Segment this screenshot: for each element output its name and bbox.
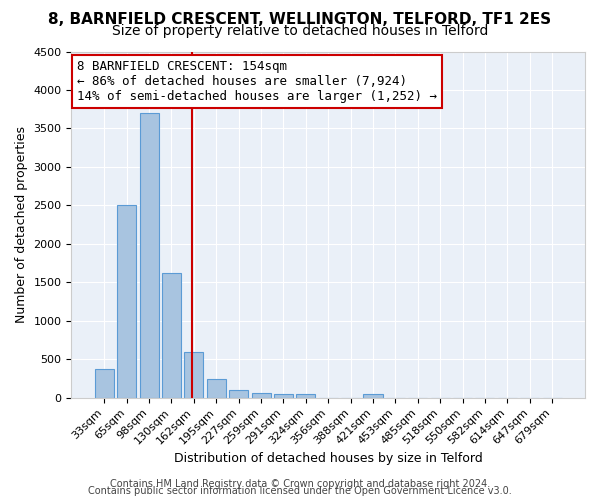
Text: 8 BARNFIELD CRESCENT: 154sqm
← 86% of detached houses are smaller (7,924)
14% of: 8 BARNFIELD CRESCENT: 154sqm ← 86% of de…	[77, 60, 437, 103]
Bar	[207, 380, 226, 398]
Y-axis label: Number of detached properties: Number of detached properties	[15, 126, 28, 323]
Bar	[296, 394, 316, 398]
Bar	[117, 206, 136, 398]
Text: Contains HM Land Registry data © Crown copyright and database right 2024.: Contains HM Land Registry data © Crown c…	[110, 479, 490, 489]
Bar	[251, 393, 271, 398]
Text: Size of property relative to detached houses in Telford: Size of property relative to detached ho…	[112, 24, 488, 38]
Bar	[229, 390, 248, 398]
Bar	[95, 369, 114, 398]
Bar	[274, 394, 293, 398]
Text: Contains public sector information licensed under the Open Government Licence v3: Contains public sector information licen…	[88, 486, 512, 496]
Bar	[184, 352, 203, 398]
Bar	[364, 394, 383, 398]
Bar	[162, 273, 181, 398]
Bar	[140, 113, 158, 398]
X-axis label: Distribution of detached houses by size in Telford: Distribution of detached houses by size …	[174, 452, 482, 465]
Text: 8, BARNFIELD CRESCENT, WELLINGTON, TELFORD, TF1 2ES: 8, BARNFIELD CRESCENT, WELLINGTON, TELFO…	[49, 12, 551, 28]
